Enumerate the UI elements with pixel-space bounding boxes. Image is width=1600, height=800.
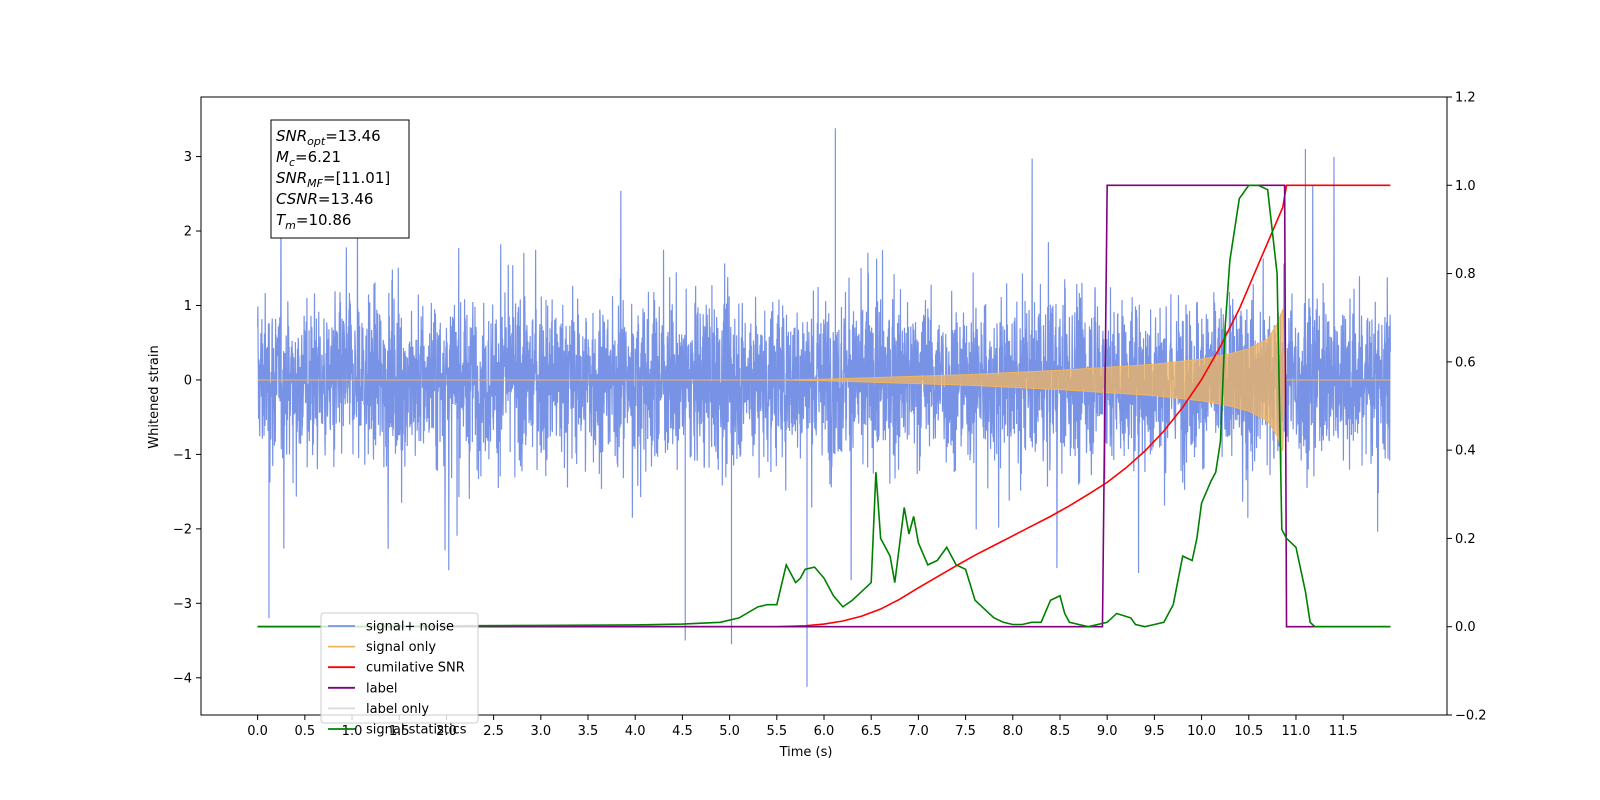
y2-tick-label: 1.2 [1455, 91, 1476, 106]
x-tick-label: 4.0 [625, 724, 646, 739]
x-tick-label: 8.5 [1050, 724, 1071, 739]
x-tick-label: 7.0 [908, 724, 929, 739]
legend-entry: label [366, 681, 397, 696]
x-tick-label: 1.5 [389, 724, 410, 739]
annotation-frame [270, 119, 410, 239]
y-tick-label: −4 [173, 671, 192, 686]
x-tick-label: 9.0 [1097, 724, 1118, 739]
annotation-line: Mc=6.21 [276, 148, 341, 169]
series-layer [257, 128, 1391, 687]
y2-tick-label: 0.2 [1455, 532, 1476, 547]
legend-frame [320, 612, 479, 724]
x-tick-label: 5.0 [719, 724, 740, 739]
legend: signal+ noise signal only cumilative SNR la… [320, 612, 479, 738]
series-signal-only [257, 309, 1391, 451]
x-tick-label: 4.5 [672, 724, 693, 739]
x-tick-label: 8.0 [1002, 724, 1023, 739]
y2-tick-label: 0.0 [1455, 620, 1476, 635]
x-tick-label: 11.5 [1329, 724, 1358, 739]
x-axis-label: Time (s) [779, 745, 833, 760]
series-label [257, 184, 1391, 628]
x-tick-label: 2.5 [483, 724, 504, 739]
annotation-line: CSNR=13.46 [276, 190, 373, 208]
legend-entry: label only [366, 702, 429, 717]
legend-entry: cumilative SNR [366, 661, 465, 676]
legend-entry: signal statistics [366, 723, 467, 738]
annotation-line: SNRopt=13.46 [276, 127, 381, 148]
x-tick-label: 0.5 [294, 724, 315, 739]
x-tick-label: 3.5 [578, 724, 599, 739]
annotation-line: Tm=10.86 [276, 211, 351, 232]
y-tick-label: −1 [173, 448, 192, 463]
y-axis-label: Whitened strain [147, 345, 162, 448]
y-tick-label: 3 [184, 150, 192, 165]
x-tick-label: 5.5 [766, 724, 787, 739]
annotation-box: SNRopt=13.46Mc=6.21SNRMF=[11.01]CSNR=13.… [270, 119, 410, 239]
y-tick-label: −2 [173, 522, 192, 537]
y-tick-label: 1 [184, 299, 192, 314]
y2-tick-label: 1.0 [1455, 179, 1476, 194]
x-tick-label: 6.0 [814, 724, 835, 739]
series-cumilative-snr [257, 184, 1391, 628]
y-tick-label: −3 [173, 597, 192, 612]
legend-entry: signal only [366, 640, 436, 655]
series-signal-noise [257, 128, 1391, 687]
x-tick-label: 10.5 [1234, 724, 1263, 739]
y2-tick-label: −0.2 [1455, 709, 1487, 724]
y-tick-label: 2 [184, 225, 192, 240]
x-tick-label: 6.5 [861, 724, 882, 739]
legend-entry: signal+ noise [366, 620, 454, 635]
x-tick-label: 9.5 [1144, 724, 1165, 739]
x-tick-label: 10.0 [1187, 724, 1216, 739]
axes-layer: 0.0 0.5 1.0 1.5 2.0 2.5 3.0 3.5 4.0 4.5 5.0 5.5 6.0 6… [173, 91, 1487, 740]
x-tick-label: 3.0 [530, 724, 551, 739]
y-tick-label: 0 [184, 373, 192, 388]
y2-tick-label: 0.4 [1455, 444, 1476, 459]
y2-tick-label: 0.8 [1455, 267, 1476, 282]
series-signal-statistics [257, 184, 1391, 628]
annotation-line: SNRMF=[11.01] [276, 169, 390, 190]
y2-tick-label: 0.6 [1455, 355, 1476, 370]
x-tick-label: 0.0 [247, 724, 268, 739]
x-tick-label: 2.0 [436, 724, 457, 739]
x-tick-label: 1.0 [342, 724, 363, 739]
x-tick-label: 11.0 [1281, 724, 1310, 739]
x-tick-label: 7.5 [955, 724, 976, 739]
